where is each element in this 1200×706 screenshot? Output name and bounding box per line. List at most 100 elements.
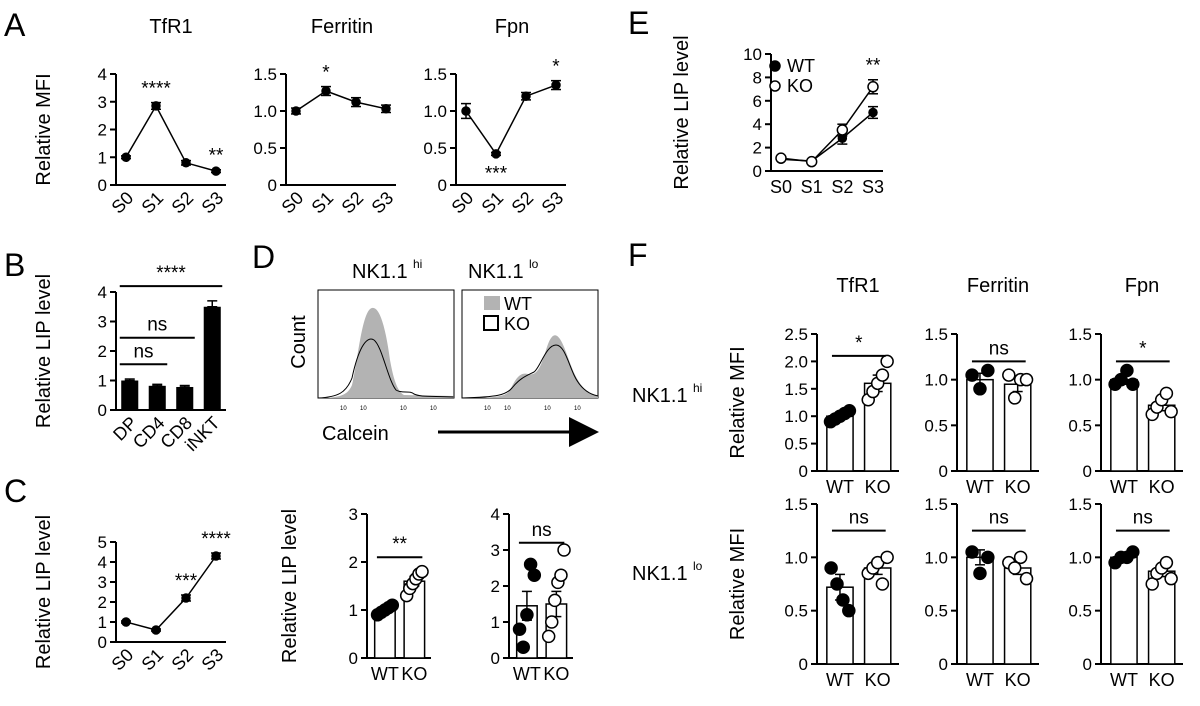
legend-ko-swatch <box>483 315 499 331</box>
y-tick-label: 2 <box>753 139 762 158</box>
panel-label-b: B <box>4 247 25 283</box>
significance-label: **** <box>156 263 186 284</box>
chart-d-nk11hi-lip: 0 1 2 3 Relative LIP level WT KO ** <box>279 505 431 684</box>
x-tick-label: WT <box>966 477 994 497</box>
significance-label: ns <box>849 508 869 529</box>
data-point <box>551 80 561 90</box>
significance-label: ns <box>1133 508 1153 529</box>
x-tick-label: WT <box>1110 670 1138 690</box>
x-tick-label: S1 <box>478 188 508 218</box>
f-row-label-lo-sup: lo <box>693 559 703 573</box>
hist-title-hi-base: NK1.1 <box>352 261 408 283</box>
hist-ko-line-hi <box>317 338 455 399</box>
data-point <box>1126 377 1140 391</box>
y-tick-label: 1 <box>98 372 107 391</box>
legend-wt-label: WT <box>504 294 532 314</box>
y-tick-label: 1.5 <box>784 380 808 399</box>
chart-title: Ferritin <box>967 275 1029 297</box>
y-tick-label: 0.5 <box>423 139 447 158</box>
y-tick-label: 1.5 <box>784 495 808 514</box>
significance-label: *** <box>175 571 198 592</box>
f-row-label-lo-base: NK1.1 <box>632 563 688 585</box>
y-tick-label: 3 <box>491 541 500 560</box>
data-point <box>1120 363 1134 378</box>
hist-title-hi-sup: hi <box>413 257 422 271</box>
x-tick-label: KO <box>1005 477 1031 497</box>
y-tick-label: 1 <box>98 613 107 632</box>
y-tick-label: 1.0 <box>1068 371 1092 390</box>
x-tick-label: S3 <box>198 645 228 675</box>
chart-f-nk11lo-fpn: 0 0.5 1.0 1.5 WT KO ns <box>1068 495 1183 690</box>
y-tick-label: 1.5 <box>1068 325 1092 344</box>
histogram-nk11lo: NK1.1 lo WT KO 10 10 10 10 <box>461 257 599 412</box>
chart-d-nk11lo-lip: 0 1 2 3 4 WT KO ns <box>491 505 573 684</box>
legend-ko-label: KO <box>504 314 530 334</box>
data-point <box>545 615 559 629</box>
data-point <box>1126 545 1140 559</box>
y-tick-label: 0.5 <box>924 602 948 621</box>
significance-label: ** <box>392 534 407 555</box>
f-row-label-hi-base: NK1.1 <box>632 385 688 407</box>
y-tick-label: 0 <box>799 462 808 481</box>
data-point <box>1164 571 1178 586</box>
data-point <box>830 577 844 591</box>
significance-label: ns <box>532 520 552 541</box>
data-point <box>1159 555 1174 570</box>
y-tick-label: 2.5 <box>784 325 808 344</box>
y-tick-label: 0 <box>98 401 107 420</box>
data-point <box>1019 372 1034 387</box>
x-tick-label: WT <box>826 477 854 497</box>
y-axis-label: Relative LIP level <box>671 35 693 189</box>
data-point <box>965 368 979 382</box>
hist-tick-lo-4: 10 <box>574 406 581 412</box>
data-point <box>121 152 131 162</box>
hist-tick-hi-1: 10 <box>340 406 347 412</box>
x-tick-label: WT <box>371 664 399 684</box>
significance-label: * <box>552 57 560 78</box>
x-tick-label: WT <box>966 670 994 690</box>
y-tick-label: 4 <box>98 553 107 572</box>
y-axis-label: Relative MFI <box>727 528 749 640</box>
data-point <box>385 598 400 612</box>
y-tick-label: 3 <box>98 573 107 592</box>
y-tick-label: 2 <box>349 553 358 572</box>
data-point <box>512 622 527 636</box>
y-tick-label: 0 <box>1083 462 1092 481</box>
y-tick-label: 1.0 <box>784 407 808 426</box>
data-point <box>981 363 995 378</box>
data-point <box>521 91 531 101</box>
y-tick-label: 8 <box>753 68 762 87</box>
x-tick-label: S2 <box>168 188 198 218</box>
y-tick-label: 1 <box>491 613 500 632</box>
x-tick-label: S1 <box>138 188 168 218</box>
y-tick-label: 0 <box>799 655 808 674</box>
series-line <box>780 111 874 162</box>
hist-title-lo-base: NK1.1 <box>468 261 524 283</box>
x-tick-label: S2 <box>508 188 538 218</box>
data-point <box>875 577 890 591</box>
significance-label: **** <box>141 79 171 100</box>
data-point <box>181 593 191 603</box>
y-tick-label: 2 <box>491 577 500 596</box>
hist-title-lo-sup: lo <box>529 257 539 271</box>
bar <box>1110 378 1138 472</box>
legend-label: WT <box>787 56 815 76</box>
y-tick-label: 1.0 <box>784 548 808 567</box>
hist-tick-hi-4: 10 <box>430 406 437 412</box>
hist-tick-hi-3: 10 <box>400 406 407 412</box>
data-point <box>973 382 987 396</box>
legend-label: KO <box>787 76 813 96</box>
y-tick-label: 1 <box>349 601 358 620</box>
data-point <box>973 566 987 581</box>
data-point <box>1013 550 1028 565</box>
x-tick-label: S2 <box>338 188 368 218</box>
series-line <box>465 84 557 156</box>
y-tick-label: 0.5 <box>1068 416 1092 435</box>
x-tick-label: WT <box>513 664 541 684</box>
y-tick-label: 2 <box>98 121 107 140</box>
data-point <box>527 568 542 582</box>
y-tick-label: 0 <box>98 176 107 195</box>
y-tick-label: 1.5 <box>423 65 447 84</box>
x-tick-label: S3 <box>198 188 228 218</box>
